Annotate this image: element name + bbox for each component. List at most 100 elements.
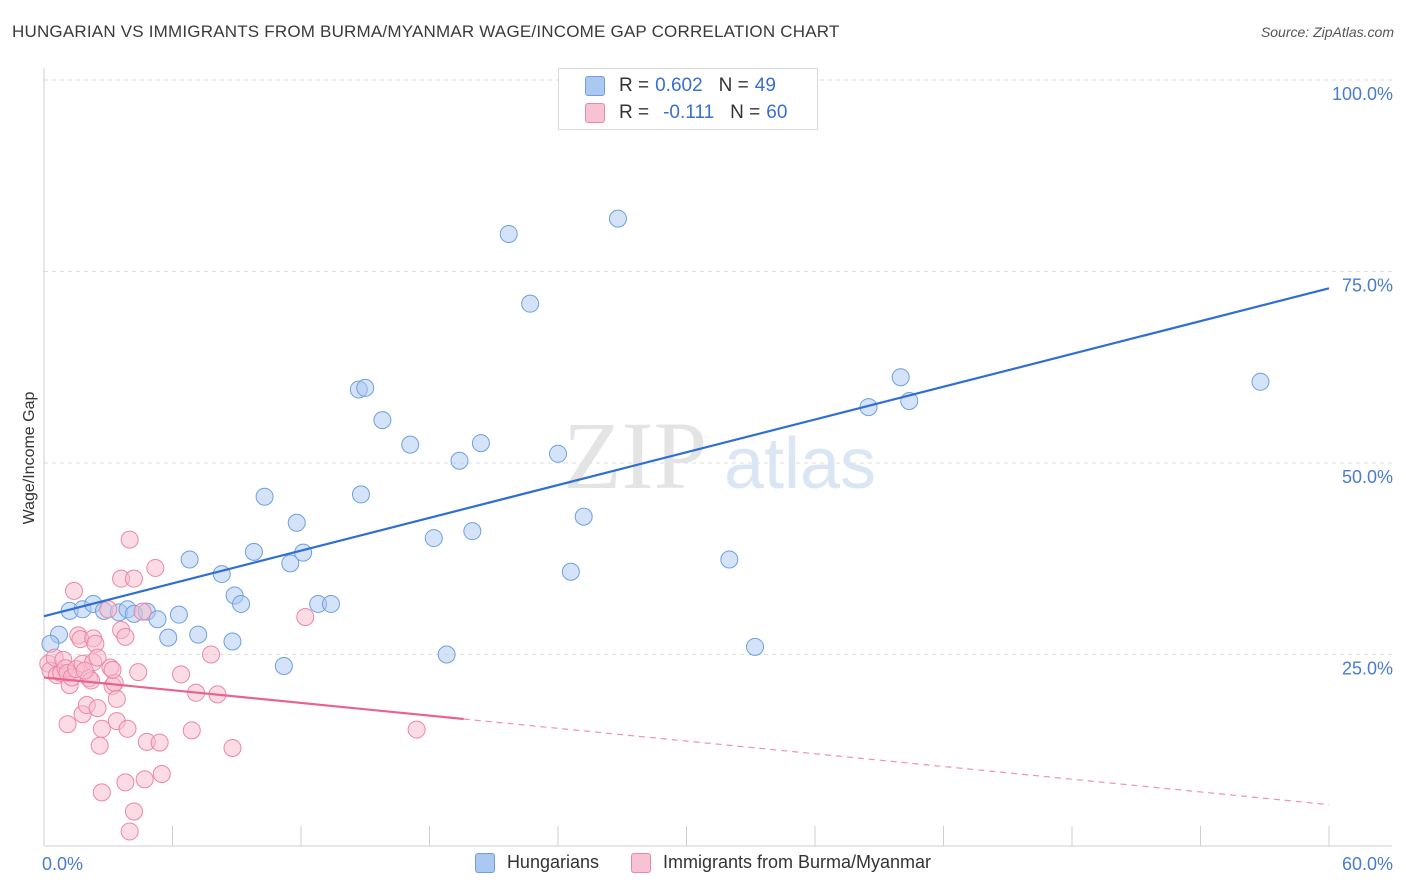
y-tick-label: 75.0% [1342, 276, 1393, 296]
point-burma [152, 764, 171, 783]
point-burma [99, 600, 118, 619]
legend-item-hungarians[interactable]: Hungarians [474, 852, 599, 873]
point-burma [92, 719, 111, 738]
point-burma [150, 733, 169, 752]
point-hungarians [180, 550, 199, 569]
trend-lines [43, 287, 1330, 806]
point-burma [129, 663, 148, 682]
point-burma [202, 645, 221, 664]
x-tick-label: 60.0% [1342, 854, 1393, 874]
legend-swatch-blue [474, 852, 495, 873]
point-burma [182, 721, 201, 740]
point-hungarians [373, 411, 392, 430]
point-burma [223, 738, 242, 757]
point-burma [103, 660, 122, 679]
point-hungarians [159, 628, 178, 647]
point-burma [120, 822, 139, 841]
point-hungarians [169, 605, 188, 624]
point-hungarians [356, 378, 375, 397]
y-tick-label: 25.0% [1342, 659, 1393, 679]
data-points [39, 209, 1270, 841]
y-tick-label: 50.0% [1342, 467, 1393, 487]
y-tick-label: 100.0% [1332, 84, 1393, 104]
point-hungarians [255, 487, 274, 506]
legend-swatch-pink [585, 103, 605, 123]
point-hungarians [574, 507, 593, 526]
point-hungarians [561, 562, 580, 581]
point-burma [58, 715, 77, 734]
legend-row-burma: R = -0.111 N = 60 [585, 101, 787, 125]
point-hungarians [463, 522, 482, 541]
point-hungarians [212, 565, 231, 584]
grid-lines [44, 79, 1392, 655]
series-legend: Hungarians Immigrants from Burma/Myanmar [0, 852, 1406, 873]
point-hungarians [148, 610, 167, 629]
legend-n-value: 60 [766, 102, 788, 123]
point-hungarians [891, 368, 910, 387]
point-hungarians [471, 434, 490, 453]
point-burma [90, 736, 109, 755]
legend-r-label: R = [619, 102, 650, 123]
point-hungarians [287, 513, 306, 532]
point-burma [124, 802, 143, 821]
tick-labels: 25.0% 50.0% 75.0% 100.0% 0.0% 60.0% [42, 84, 1393, 874]
point-hungarians [608, 209, 627, 228]
point-hungarians [274, 656, 293, 675]
legend-label-hungarians: Hungarians [506, 852, 599, 872]
legend-n-label: N = [730, 102, 761, 123]
legend-n-label: N = [718, 75, 749, 96]
axes [43, 68, 1392, 847]
point-hungarians [321, 594, 340, 613]
point-hungarians [189, 625, 208, 644]
point-hungarians [720, 550, 739, 569]
chart-title: HUNGARIAN VS IMMIGRANTS FROM BURMA/MYANM… [12, 22, 840, 41]
point-hungarians [437, 645, 456, 664]
point-hungarians [232, 594, 251, 613]
legend-label-burma: Immigrants from Burma/Myanmar [663, 852, 932, 872]
legend-n-value: 49 [754, 75, 776, 96]
legend-row-hungarians: R = 0.602 N = 49 [585, 74, 776, 98]
legend-r-value: -0.111 [663, 102, 715, 123]
point-burma [124, 569, 143, 588]
point-burma [88, 699, 107, 718]
point-burma [407, 720, 426, 739]
point-burma [92, 783, 111, 802]
point-hungarians [281, 554, 300, 573]
point-hungarians [1251, 372, 1270, 391]
watermark-zip: ZIP [563, 402, 707, 509]
trend-line-burma [43, 676, 464, 721]
point-burma [172, 665, 191, 684]
trend-line-hungarians [43, 287, 1330, 618]
point-burma [296, 607, 315, 626]
source-label: Source: ZipAtlas.com [1260, 24, 1394, 40]
x-tick-label: 0.0% [42, 854, 83, 874]
point-hungarians [450, 451, 469, 470]
point-burma [116, 627, 135, 646]
point-burma [135, 770, 154, 789]
legend-r-value: 0.602 [655, 75, 703, 96]
stats-legend: R = 0.602 N = 49 R = -0.111 N = 60 [558, 68, 818, 130]
point-hungarians [499, 224, 518, 243]
point-burma [64, 581, 83, 600]
trend-line-burma-extension [463, 718, 1330, 806]
point-hungarians [223, 632, 242, 651]
legend-item-burma[interactable]: Immigrants from Burma/Myanmar [631, 852, 931, 873]
point-burma [118, 719, 137, 738]
point-burma [120, 530, 139, 549]
point-hungarians [401, 435, 420, 454]
point-hungarians [746, 637, 765, 656]
legend-swatch-pink [631, 852, 651, 873]
point-burma [133, 602, 152, 621]
point-hungarians [351, 485, 370, 504]
point-burma [146, 558, 165, 577]
point-burma [107, 689, 126, 708]
point-hungarians [549, 444, 567, 463]
legend-swatch-blue [585, 76, 605, 96]
point-burma [88, 648, 107, 667]
point-hungarians [521, 294, 540, 313]
point-burma [75, 661, 94, 680]
y-axis-label: Wage/Income Gap [21, 391, 38, 525]
point-hungarians [424, 529, 443, 548]
point-hungarians [244, 542, 263, 561]
